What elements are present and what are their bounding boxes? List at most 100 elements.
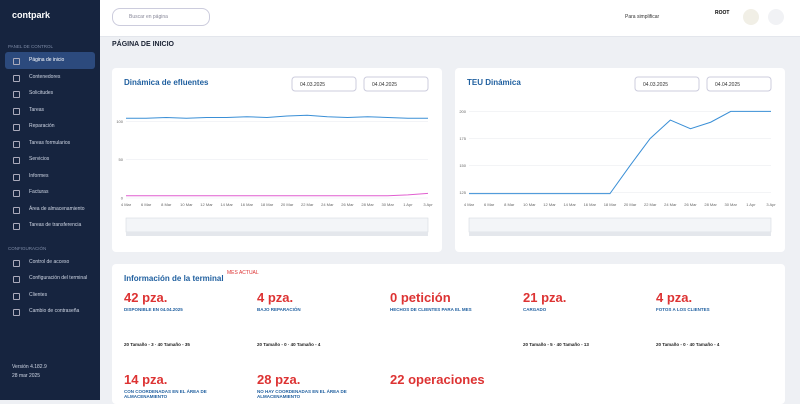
date-input[interactable] [291,76,357,92]
x-tick-label: 1 Apr [746,202,756,207]
x-tick-label: 1 Apr [403,202,413,207]
x-tick-label: 22 Mar [644,202,657,207]
menu-item[interactable]: Servicios [5,151,95,168]
chart-title: Dinámica de efluentes [124,78,209,87]
menu-item[interactable]: Tareas [5,102,95,119]
menu-item[interactable]: Contenedores [5,69,95,86]
x-tick-label: 12 Mar [200,202,213,207]
info-card: 22 operaciones [390,372,510,387]
menu-item[interactable]: Configuración del terminal [5,270,95,287]
user-name: Para simplificar [625,14,660,20]
x-tick-label: 14 Mar [563,202,576,207]
x-tick-label: 6 Mar [141,202,152,207]
menu-item[interactable]: Área de almacenamiento [5,201,95,218]
card-value: 21 pza. [523,290,567,305]
section-title: Información de la terminal [124,274,224,283]
x-tick-label: 28 Mar [361,202,374,207]
x-tick-label: 3 Apr [766,202,776,207]
x-tick-label: 20 Mar [624,202,637,207]
y-tick-label: 150 [459,163,466,168]
range-handle [469,232,771,236]
info-card: 0 petición HECHOS DE CLIENTES PARA EL MES [390,290,510,312]
x-tick-label: 3 Apr [423,202,433,207]
line-series [126,114,428,119]
x-tick-label: 16 Mar [584,202,597,207]
x-tick-label: 18 Mar [261,202,274,207]
section-label: CONFIGURACIÓN [8,245,47,251]
y-tick-label: 125 [459,190,466,195]
y-tick-label: 200 [459,109,466,114]
x-tick-label: 16 Mar [241,202,254,207]
build-date: 28 mar 2025 [12,373,41,379]
x-tick-label: 14 Mar [220,202,233,207]
card-value: 42 pza. [124,290,168,305]
card-value: 14 pza. [124,372,168,387]
terminal-info: Información de la terminal MES ACTUAL 42… [112,264,785,404]
menu-item[interactable]: Reparación [5,118,95,135]
card-value: 22 operaciones [390,372,485,387]
card-label: DISPONIBLE EN 04.04.2025 [124,307,183,312]
card-value: 4 pza. [257,290,294,305]
x-tick-label: 30 Mar [725,202,738,207]
menu-item[interactable]: Facturas [5,184,95,201]
x-tick-label: 12 Mar [543,202,556,207]
date-input[interactable] [363,76,429,92]
language[interactable] [743,9,759,25]
x-tick-label: 10 Mar [180,202,193,207]
chart-card: Dinámica de efluentes 04.03.2025 04.04.202… [112,68,442,252]
y-tick-label: 100 [116,119,123,124]
period: MES ACTUAL [227,270,259,276]
menu-item[interactable]: Tareas de transferencia [5,217,95,234]
sidebar: contpark PANEL DE CONTROL Página de inic… [0,0,100,400]
info-card: 42 pza. DISPONIBLE EN 04.04.2025 20 Tamaño… [124,290,244,347]
menu-item[interactable]: Clientes [5,287,95,304]
topbar: Buscar en página Para simplificar ROOT [100,0,800,37]
range-navigator [125,217,429,233]
menu-item[interactable]: Tareas formularios [5,135,95,152]
menu-item[interactable]: Solicitudes [5,85,95,102]
card-label: BAJO REPARACIÓN [257,307,301,312]
section-label: PANEL DE CONTROL [8,44,54,49]
x-tick-label: 24 Mar [321,202,334,207]
card-label: FOTOS A LOS CLIENTES [656,307,710,312]
x-tick-label: 28 Mar [704,202,717,207]
y-tick-label: 175 [459,136,466,141]
card-label: CON COORDENADAS EN EL ÁREA DE ALMACENAMI… [124,389,207,399]
info-card: 28 pza. NO HAY COORDENADAS EN EL ÁREA DE … [257,372,377,399]
chart-title: TEU Dinámica [467,78,521,87]
user-role: ROOT [715,10,730,16]
y-tick-label: 0 [121,196,124,201]
x-tick-label: 18 Mar [604,202,617,207]
chart: TEU Dinámica 04.03.2025 04.04.2025 125 150 17… [459,76,776,236]
info-card: 4 pza. FOTOS A LOS CLIENTES 20 Tamaño - 0 … [656,290,776,347]
x-tick-label: 26 Mar [341,202,354,207]
x-tick-label: 26 Mar [684,202,697,207]
date-input[interactable] [706,76,772,92]
x-tick-label: 22 Mar [301,202,314,207]
settings-button[interactable] [768,9,784,25]
card-sizes: 20 Tamaño - 0 · 40 Tamaño - 4 [257,342,321,347]
chart-card: TEU Dinámica 04.03.2025 04.04.2025 125 150 17… [455,68,785,252]
menu-item[interactable]: Informes [5,168,95,185]
x-tick-label: 20 Mar [281,202,294,207]
date-text: 04.03.2025 [643,82,668,88]
card-label: HECHOS DE CLIENTES PARA EL MES [390,307,472,312]
info-card: 4 pza. BAJO REPARACIÓN 20 Tamaño - 0 · 40 … [257,290,377,347]
card-value: 28 pza. [257,372,301,387]
date-text: 04.04.2025 [715,82,740,88]
x-tick-label: 4 Mar [464,202,475,207]
search-box[interactable]: Buscar en página [112,8,210,26]
menu-item[interactable]: Control de acceso [5,254,95,271]
range-navigator [468,217,772,233]
x-tick-label: 6 Mar [484,202,495,207]
line-series [469,110,771,195]
card-value: 0 petición [390,290,451,305]
x-tick-label: 4 Mar [121,202,132,207]
menu-item[interactable]: Cambio de contraseña [5,303,95,320]
x-tick-label: 30 Mar [382,202,395,207]
date-input[interactable] [634,76,700,92]
card-label: CARGADO [523,307,547,312]
card-sizes: 20 Tamaño - 5 · 40 Tamaño - 13 [523,342,589,347]
x-tick-label: 10 Mar [523,202,536,207]
menu-item[interactable]: Página de inicio [5,52,95,69]
